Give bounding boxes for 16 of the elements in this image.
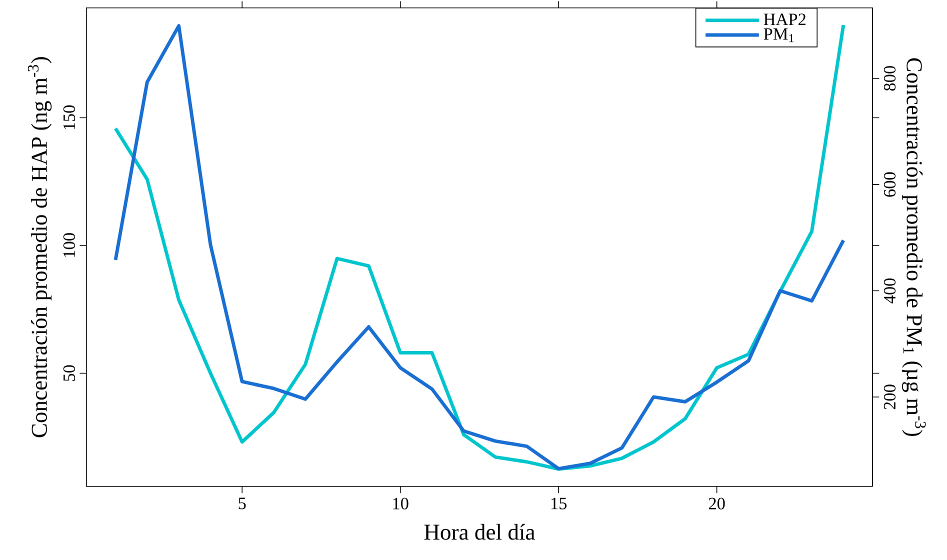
- x-axis-title: Hora del día: [424, 524, 535, 540]
- y-tick-label: 50: [63, 365, 76, 381]
- y2-tick-label: 400: [884, 278, 896, 304]
- x-tick-label: 15: [551, 498, 567, 510]
- y2-axis-title: Concentración promedio de PM$_{1}$ (µg m$^{-3}$): [902, 58, 926, 436]
- y2-tick-label: 200: [884, 384, 896, 410]
- y-tick-label: 100: [63, 233, 76, 257]
- y-tick-label: 150: [63, 105, 76, 130]
- x-tick-label: 10: [393, 498, 408, 510]
- x-tick-label: 5: [238, 498, 246, 510]
- y-axis-title: Concentración promedio de HAP (ng m$^{-3}$): [28, 57, 52, 438]
- legend-label: PM$_{1}$: [764, 28, 794, 42]
- y2-tick-label: 600: [884, 172, 896, 197]
- y2-tick-label: 800: [884, 66, 896, 91]
- x-tick-label: 20: [708, 498, 725, 510]
- legend-label: HAP2: [764, 14, 806, 26]
